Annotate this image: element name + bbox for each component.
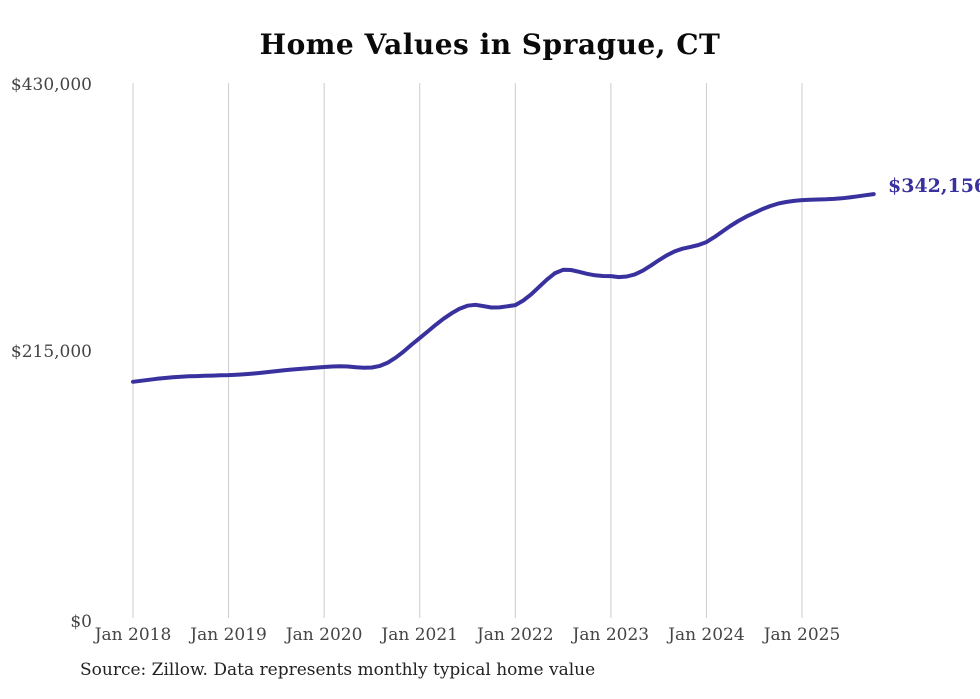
x-axis-label: Jan 2020 [285, 625, 363, 645]
gridlines-group [132, 83, 803, 618]
x-axis-label: Jan 2018 [94, 625, 172, 645]
home-value-line [131, 192, 876, 384]
x-axis-label: Jan 2021 [381, 625, 458, 645]
source-note: Source: Zillow. Data represents monthly … [80, 660, 596, 680]
x-axis-label: Jan 2025 [763, 625, 841, 645]
x-axis-label: Jan 2023 [572, 625, 650, 645]
chart-title: Home Values in Sprague, CT [259, 28, 721, 61]
y-axis-label-0: $0 [70, 612, 92, 632]
y-axis-label-430000: $430,000 [10, 75, 92, 95]
x-axis-label: Jan 2024 [668, 625, 745, 645]
x-axis-label: Jan 2022 [476, 625, 554, 645]
x-axis-label: Jan 2019 [190, 625, 267, 645]
y-axis-label-215000: $215,000 [10, 342, 92, 362]
current-value-label: $342,156 [888, 175, 980, 197]
